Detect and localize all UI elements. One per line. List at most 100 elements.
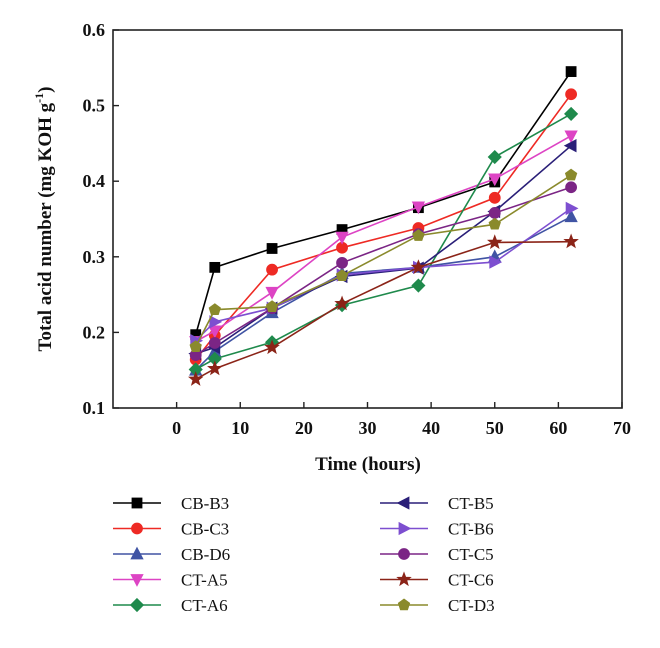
- series-ct-c6: [187, 233, 579, 386]
- data-point: [564, 168, 578, 181]
- y-tick-label: 0.4: [83, 171, 106, 191]
- legend-marker: [130, 546, 144, 560]
- data-point: [265, 286, 279, 300]
- data-point: [266, 263, 278, 276]
- legend-marker: [129, 597, 145, 613]
- y-tick-label: 0.6: [83, 20, 106, 40]
- legend-item: CT-C6: [380, 571, 494, 590]
- data-point: [487, 234, 503, 250]
- data-point: [266, 243, 278, 254]
- data-point: [209, 315, 223, 329]
- data-point: [411, 201, 426, 215]
- legend-marker: [398, 548, 410, 560]
- data-point: [208, 303, 221, 315]
- y-axis-title-tail: ): [35, 87, 56, 93]
- y-tick-label: 0.1: [83, 398, 106, 418]
- legend-marker: [130, 574, 144, 587]
- data-point: [264, 339, 280, 355]
- x-axis-title: Time (hours): [315, 454, 421, 475]
- x-tick-label: 10: [231, 418, 249, 438]
- x-tick-label: 70: [613, 418, 631, 438]
- data-point: [565, 201, 579, 216]
- legend: CB-B3 CB-C3 CB-D6 CT-A5 CT-A6 CT-B5 CT-B6 CT-C5…: [113, 494, 495, 615]
- series-ct-d3: [189, 168, 578, 353]
- legend-item: CT-D3: [380, 596, 495, 615]
- legend-label: CT-D3: [448, 596, 495, 615]
- data-point: [564, 106, 579, 121]
- data-point: [334, 295, 350, 311]
- legend-label: CB-D6: [181, 545, 230, 564]
- legend-marker: [131, 497, 143, 509]
- x-tick-label: 60: [549, 418, 567, 438]
- series-ct-a5: [189, 130, 578, 349]
- legend-marker: [131, 522, 143, 535]
- y-tick-label: 0.5: [83, 96, 106, 116]
- data-point: [412, 229, 425, 241]
- data-point: [208, 337, 221, 349]
- data-point: [564, 209, 578, 223]
- plot-frame: [112, 29, 623, 409]
- legend-marker: [396, 496, 410, 510]
- data-point: [488, 173, 502, 187]
- x-axis-ticks: 0 10 20 30 40 50 60 70: [172, 402, 631, 438]
- data-point: [565, 181, 577, 194]
- x-tick-label: 50: [486, 418, 504, 438]
- legend-label: CT-B5: [448, 494, 494, 513]
- legend-item: CB-C3: [113, 520, 229, 539]
- data-point: [209, 261, 221, 273]
- data-point: [563, 233, 579, 249]
- data-point: [487, 149, 502, 165]
- legend-label: CT-C5: [448, 545, 494, 564]
- legend-label: CT-A5: [181, 571, 228, 590]
- data-point: [335, 269, 349, 281]
- y-tick-label: 0.3: [83, 247, 106, 267]
- y-tick-label: 0.2: [83, 322, 106, 342]
- data-point: [411, 278, 426, 293]
- data-point: [563, 139, 577, 153]
- legend-label: CB-C3: [181, 520, 229, 539]
- y-axis-title: Total acid number (mg KOH g-1): [32, 87, 56, 352]
- series-ct-b5: [188, 139, 577, 361]
- legend-item: CB-B3: [113, 494, 229, 513]
- legend-item: CT-C5: [380, 545, 494, 564]
- data-point: [488, 207, 501, 219]
- data-point: [208, 325, 222, 339]
- legend-marker: [396, 571, 412, 587]
- data-point: [189, 340, 202, 353]
- x-tick-label: 20: [295, 418, 313, 438]
- x-tick-label: 40: [422, 418, 440, 438]
- legend-label: CT-B6: [448, 520, 494, 539]
- data-point: [265, 300, 279, 312]
- x-tick-label: 0: [172, 418, 181, 438]
- legend-label: CB-B3: [181, 494, 229, 513]
- legend-label: CT-C6: [448, 571, 494, 590]
- series-cb-b3: [190, 66, 577, 341]
- legend-label: CT-A6: [181, 596, 228, 615]
- x-tick-label: 30: [359, 418, 377, 438]
- data-point: [565, 88, 577, 101]
- y-axis-title-main: Total acid number (mg KOH g: [35, 102, 56, 351]
- data-point: [564, 130, 578, 144]
- data-point: [489, 255, 503, 269]
- legend-item: CT-A6: [113, 596, 228, 615]
- legend-item: CT-B6: [380, 520, 494, 539]
- legend-marker: [397, 598, 411, 611]
- data-point: [410, 259, 427, 274]
- series-line: [195, 135, 572, 343]
- data-point: [488, 217, 501, 230]
- legend-marker: [398, 521, 412, 536]
- y-axis-ticks: 0.1 0.2 0.3 0.4 0.5 0.6: [83, 20, 119, 418]
- data-point: [336, 256, 348, 269]
- legend-item: CT-A5: [113, 571, 228, 590]
- series-layer: [187, 66, 579, 386]
- data-point: [207, 360, 223, 376]
- data-point: [335, 231, 349, 245]
- data-point: [488, 191, 501, 204]
- data-point: [565, 66, 577, 77]
- legend-item: CB-D6: [113, 545, 230, 564]
- series-cb-d6: [189, 209, 578, 376]
- legend-item: CT-B5: [380, 494, 494, 513]
- y-axis-title-superscript: -1: [32, 93, 46, 103]
